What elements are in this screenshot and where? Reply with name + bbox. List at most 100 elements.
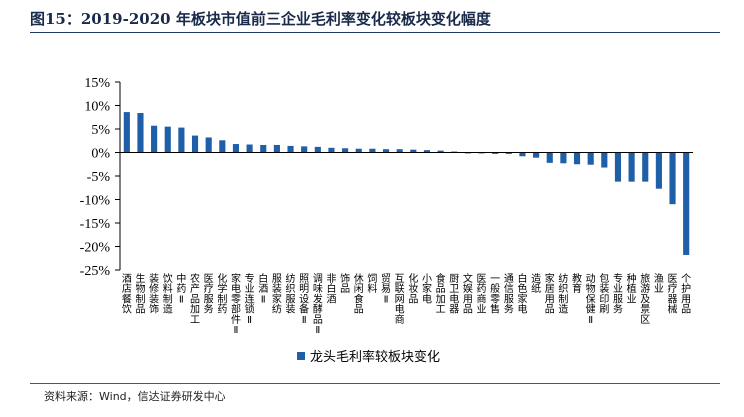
category-label: 化学制药 [217,272,227,316]
y-tick-label: -20% [80,241,111,256]
category-label: 非白酒 [326,273,336,305]
category-label: 家电零部件 Ⅱ [231,272,241,336]
category-label: 渔业 [654,273,664,295]
category-label: 造纸 [531,272,541,295]
category-label: 饲料 [367,272,377,295]
bar [137,113,144,153]
bar [601,152,608,168]
chart-title: 图15：2019-2020 年板块市值前三企业毛利率变化较板块变化幅度 [30,10,491,28]
y-tick-label: -5% [87,170,111,185]
bar [151,125,158,153]
category-label: 照明设备 Ⅱ [299,273,309,326]
category-label: 旅游及景区 [640,272,650,326]
bar [683,152,690,255]
bar [423,150,431,153]
y-tick-label: -15% [80,217,111,232]
category-label: 教育 [572,272,582,295]
bar [164,126,171,153]
y-tick-label: 0% [91,147,110,162]
category-label: 食品加工 [436,272,446,316]
category-label: 装修装饰 [149,272,159,316]
category-label: 中药 Ⅱ [176,272,186,305]
category-label: 化妆品 [408,272,418,305]
bar [560,152,567,164]
category-label: 调味发酵品 Ⅱ [313,273,323,336]
category-label: 一般零售 [490,274,500,316]
bar [519,152,526,157]
bar [437,150,444,153]
bar [614,152,622,182]
bar [328,147,335,153]
source-divider [30,383,720,384]
legend-swatch [297,352,305,360]
category-label: 厨卫电器 [449,273,459,316]
bar [546,152,553,163]
title-divider [30,32,720,33]
bar [191,135,199,153]
category-label: 生物制品 [135,272,145,316]
category-label: 饮料制造 [163,272,173,316]
category-label: 服装家纺 [272,273,282,316]
legend-label: 龙头毛利率较板块变化 [310,349,440,365]
bar [369,148,376,153]
bar [669,152,676,205]
category-label: 家居用品 [545,272,555,316]
category-label: 专业连锁 Ⅱ [245,272,255,326]
bar [410,149,417,153]
bar [287,145,294,153]
bar [273,144,280,153]
y-axis: 15% 10% 5% 0% -5% -10% -15% -20% -25% [80,76,121,279]
bar [642,152,649,182]
bar [655,152,662,189]
bar [628,152,635,182]
bar [123,112,130,153]
category-label: 专业服务 [613,272,623,316]
category-label: 白色家电 [517,272,527,316]
bar [246,144,253,153]
category-label: 动物保健 Ⅱ [586,273,596,326]
y-tick-label: 5% [91,123,110,138]
bar [505,152,512,154]
bar [301,146,308,153]
category-label: 种植业 [627,272,637,305]
bar [260,144,267,153]
bar [492,152,499,154]
bar [382,149,390,153]
category-label: 包装印刷 [599,272,609,316]
category-label: 医药商业 [477,273,487,316]
bars-group [123,112,690,255]
bar [314,146,321,153]
category-label: 白酒 Ⅱ [258,272,268,305]
category-label: 饰品 [340,272,350,295]
category-label: 小家电 [422,273,432,305]
category-label: 纺织服装 [286,272,296,316]
y-tick-label: 15% [84,76,110,91]
y-tick-label: -25% [80,264,111,279]
category-label: 休闲食品 [354,273,364,316]
category-label: 纺织制造 [558,272,568,316]
category-label: 医疗器械 [668,273,678,316]
bar [205,137,212,153]
bar [573,152,581,165]
bar [342,148,349,153]
category-label: 互联网电商 [395,273,405,326]
category-label: 文娱用品 [463,272,473,316]
source-note: 资料来源：Wind，信达证券研发中心 [44,390,226,403]
category-label: 农产品加工 [190,272,200,326]
bar [355,148,362,153]
category-label: 医疗服务 [204,273,214,316]
category-label: 通信服务 [504,273,514,316]
category-label: 贸易 Ⅱ [381,273,391,305]
category-label: 酒店餐饮 [122,273,132,316]
y-tick-label: -10% [80,194,111,209]
bar [232,144,240,153]
bar [219,140,226,153]
bar [587,152,594,165]
bar [396,149,403,153]
legend: 龙头毛利率较板块变化 [297,349,440,365]
bar [178,127,185,153]
bar [533,152,540,158]
category-label: 个护用品 [681,273,691,316]
